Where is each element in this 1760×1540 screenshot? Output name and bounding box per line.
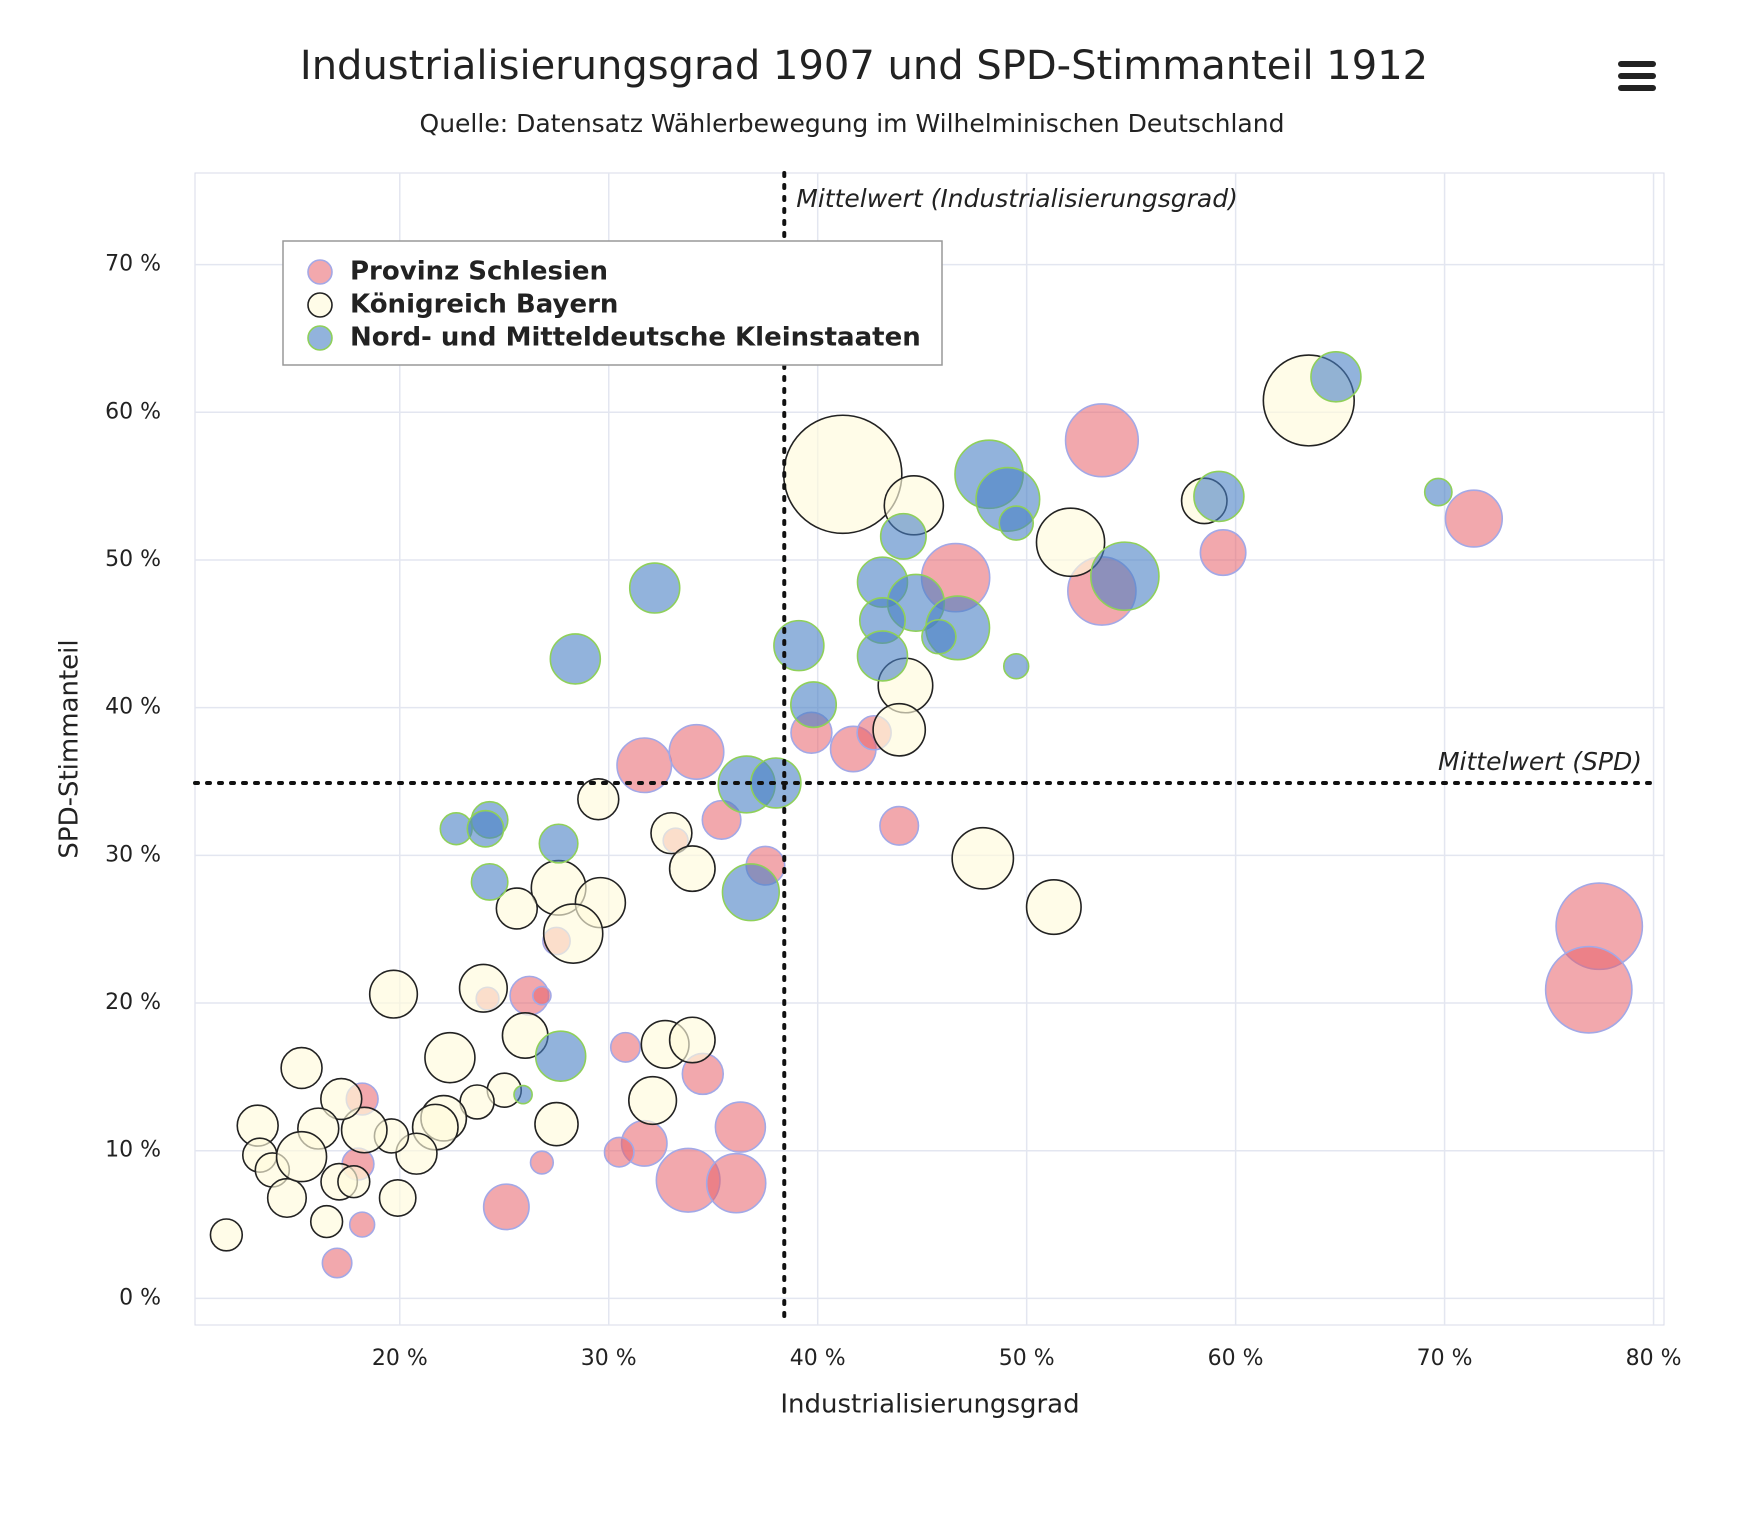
bubble — [275, 1130, 328, 1183]
bubble — [1002, 653, 1030, 680]
bubble — [782, 414, 903, 535]
legend-box — [282, 240, 943, 366]
bubble — [705, 1152, 767, 1214]
bubble — [348, 1211, 376, 1238]
bubble — [320, 1077, 363, 1121]
bubble — [424, 1031, 476, 1084]
bubble — [209, 1218, 244, 1252]
bubble — [872, 702, 927, 757]
bubble — [790, 681, 838, 729]
chart-title: Industrialisierungsgrad 1907 und SPD-Sti… — [300, 43, 1428, 89]
bubble — [495, 887, 539, 930]
y-tick-label: 30 % — [105, 842, 161, 867]
bubble — [368, 969, 419, 1019]
bubble — [458, 963, 508, 1013]
menu-bar — [1618, 61, 1656, 67]
bubble — [921, 618, 957, 655]
legend-marker — [307, 292, 333, 318]
bubble — [538, 823, 579, 864]
bubble — [701, 799, 742, 840]
bubble — [773, 619, 825, 672]
bubble — [650, 811, 693, 855]
bubble — [1444, 489, 1504, 548]
bubble — [951, 826, 1015, 890]
bubble — [577, 777, 620, 821]
bubble — [616, 737, 673, 794]
bubble — [1423, 477, 1453, 507]
bubble — [542, 903, 604, 964]
bubble — [1090, 541, 1160, 612]
legend-label: Nord- und Mitteldeutsche Kleinstaaten — [350, 323, 921, 353]
bubble — [1310, 351, 1362, 403]
bubble — [549, 633, 602, 685]
bubble — [466, 809, 505, 848]
bubble — [628, 1075, 678, 1126]
bubble — [280, 1046, 323, 1090]
x-tick-label: 80 % — [1626, 1346, 1682, 1371]
bubble — [879, 805, 920, 846]
legend-label: Königreich Bayern — [350, 290, 618, 320]
y-tick-label: 60 % — [105, 399, 161, 424]
bubble — [534, 1101, 579, 1147]
bubble — [321, 1247, 353, 1279]
x-tick-label: 20 % — [372, 1346, 428, 1371]
bubble — [856, 630, 909, 682]
mean-line-label: Mittelwert (SPD) — [1438, 747, 1642, 776]
bubble — [531, 985, 552, 1006]
bubble — [482, 1183, 530, 1231]
legend-label: Provinz Schlesien — [350, 257, 608, 287]
menu-bar — [1618, 73, 1656, 79]
menu-button[interactable] — [1618, 61, 1656, 91]
menu-bar — [1618, 85, 1656, 91]
y-tick-label: 0 % — [119, 1285, 161, 1310]
bubble — [879, 512, 927, 560]
chart-subtitle: Quelle: Datensatz Wählerbewegung im Wilh… — [420, 109, 1285, 138]
plot-border — [194, 172, 1665, 1326]
legend-marker — [307, 259, 333, 285]
x-axis-title: Industrialisierungsgrad — [780, 1390, 1079, 1420]
bubble — [668, 845, 716, 893]
y-tick-label: 70 % — [105, 252, 161, 277]
y-tick-label: 20 % — [105, 990, 161, 1015]
mean-line-label: Mittelwert (Industrialisierungsgrad) — [796, 184, 1238, 213]
bubble — [714, 1101, 767, 1153]
bubble — [668, 1016, 716, 1064]
bubble — [470, 862, 509, 901]
bubble — [1064, 403, 1140, 478]
bubble — [1035, 507, 1106, 578]
x-tick-label: 50 % — [999, 1346, 1055, 1371]
bubble — [721, 863, 781, 922]
y-tick-label: 40 % — [105, 695, 161, 720]
bubble — [378, 1179, 417, 1217]
bubble — [628, 562, 681, 614]
y-tick-label: 50 % — [105, 547, 161, 572]
bubble — [603, 1136, 635, 1168]
bubble — [668, 723, 725, 781]
x-tick-label: 70 % — [1417, 1346, 1473, 1371]
x-tick-label: 30 % — [581, 1346, 637, 1371]
bubble — [1199, 529, 1247, 577]
bubble — [998, 505, 1035, 541]
x-tick-label: 60 % — [1208, 1346, 1264, 1371]
bubble — [609, 1031, 641, 1063]
bubble — [340, 1106, 388, 1154]
bubble — [513, 1084, 533, 1105]
bubble — [309, 1204, 344, 1239]
legend-marker — [307, 325, 333, 351]
bubble — [337, 1165, 371, 1199]
x-tick-label: 40 % — [790, 1346, 846, 1371]
y-tick-label: 10 % — [105, 1138, 161, 1163]
bubble — [534, 1030, 587, 1082]
bubble — [1193, 470, 1245, 523]
bubble — [529, 1150, 555, 1175]
bubble — [1544, 945, 1633, 1034]
bubble — [266, 1177, 308, 1219]
y-axis-title: SPD-Stimmanteil — [55, 639, 85, 858]
bubble — [1025, 878, 1082, 936]
